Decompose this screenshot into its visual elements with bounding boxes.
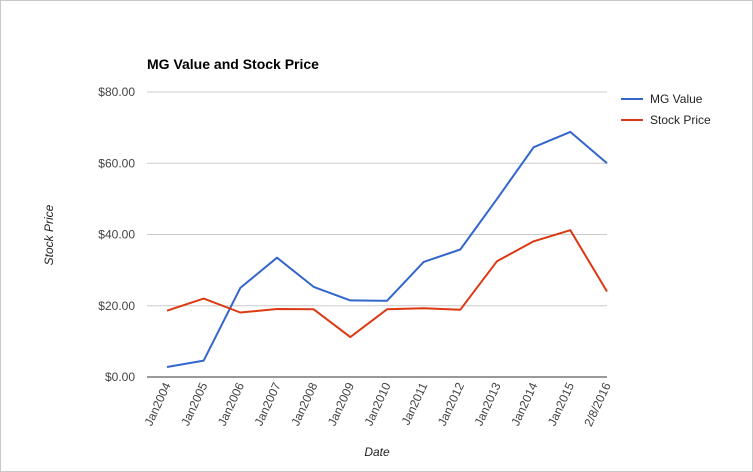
x-tick-label: Jan2014 [508,380,540,428]
legend: MG Value Stock Price [621,92,711,127]
x-tick-label: Jan2006 [215,380,247,428]
x-tick-label: Jan2012 [435,380,467,428]
gridlines [147,91,607,307]
series-line-stock-price [166,229,608,339]
y-axis-title: Stock Price [42,204,56,265]
chart-title: MG Value and Stock Price [147,56,319,72]
x-tick-label: 2/8/2016 [581,380,614,429]
legend-label: Stock Price [650,113,711,127]
x-tick-label: Jan2005 [178,380,210,428]
y-tick-label: $40.00 [98,228,135,242]
series-lines [166,130,608,368]
y-tick-label: $0.00 [105,370,135,384]
x-tick-label: Jan2015 [545,380,577,428]
y-tick-label: $80.00 [98,85,135,99]
y-tick-label: $20.00 [98,299,135,313]
x-axis-title: Date [364,445,390,459]
x-tick-label: Jan2011 [399,380,431,427]
x-tick-label: Jan2008 [288,380,320,428]
x-tick-label: Jan2010 [362,380,394,428]
y-tick-label: $60.00 [98,156,135,170]
x-tick-label: Jan2009 [325,380,357,428]
series-line-mg-value [166,130,608,368]
legend-label: MG Value [650,92,703,106]
y-tick-labels: $0.00 $20.00 $40.00 $60.00 $80.00 [98,85,135,384]
x-tick-labels: Jan2004 Jan2005 Jan2006 Jan2007 Jan2008 Jan20… [142,380,614,429]
x-tick-label: Jan2013 [472,380,504,428]
x-tick-label: Jan2007 [252,380,284,428]
x-tick-label: Jan2004 [142,380,174,428]
